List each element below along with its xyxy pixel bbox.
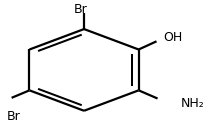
Text: Br: Br	[74, 3, 88, 16]
Text: NH₂: NH₂	[181, 97, 204, 110]
Text: OH: OH	[163, 31, 182, 44]
Text: Br: Br	[6, 110, 20, 123]
